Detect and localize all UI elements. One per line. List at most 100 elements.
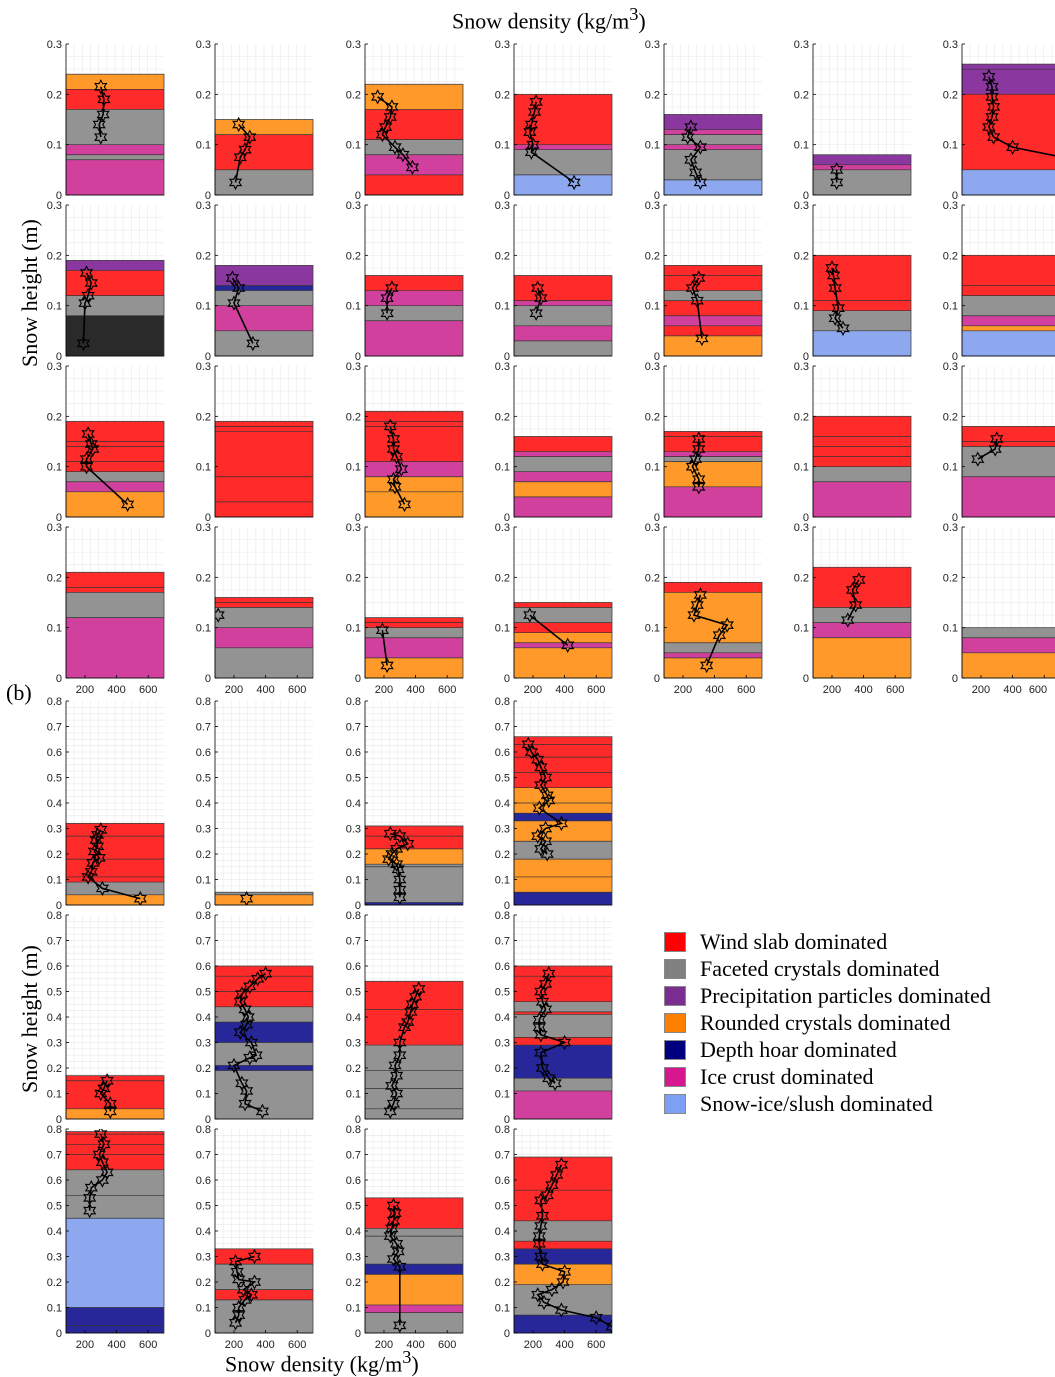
density-profile <box>375 622 394 674</box>
density-point <box>255 1103 270 1119</box>
y-tick-label: 0 <box>355 900 361 912</box>
y-tick-label: 0.8 <box>47 1124 62 1136</box>
density-point <box>1005 139 1020 155</box>
snow-layer <box>215 647 313 678</box>
profile-panel: 0 0.1 0.2 0.3 0.4 0.5 0.6 0.7 0.8 <box>346 696 464 912</box>
y-tick-label: 0.2 <box>495 89 510 101</box>
snow-layer <box>514 471 612 482</box>
snow-layer <box>514 1157 612 1221</box>
y-tick-label: 0.7 <box>346 1150 361 1162</box>
density-point <box>712 627 727 643</box>
snow-layer <box>664 315 762 326</box>
density-point <box>247 1274 262 1290</box>
y-tick-label: 0.2 <box>943 572 958 584</box>
density-point <box>532 1019 546 1035</box>
y-tick-label: 0.1 <box>943 301 958 313</box>
density-point <box>524 744 539 760</box>
y-tick-label: 0.6 <box>495 961 510 973</box>
density-point <box>389 1236 404 1252</box>
x-tick-label: 200 <box>674 684 692 696</box>
profile-panel: 0 0.1 0.2 0.3 200 400 600 <box>47 522 165 696</box>
x-tick-label: 200 <box>76 1339 94 1351</box>
legend-item: Ice crust dominated <box>664 1063 991 1090</box>
density-point <box>841 612 855 628</box>
y-tick-label: 0.2 <box>346 849 361 861</box>
density-point <box>389 1085 404 1102</box>
y-tick-label: 0 <box>654 190 660 202</box>
y-tick-label: 0.2 <box>645 411 660 423</box>
x-tick-label: 600 <box>438 1339 456 1351</box>
y-tick-label: 0 <box>56 673 62 685</box>
snow-layer <box>664 642 762 653</box>
density-profile <box>982 69 1055 157</box>
density-point <box>228 174 243 191</box>
snow-layer <box>365 657 463 678</box>
density-point <box>380 290 394 306</box>
y-tick-label: 0.1 <box>47 301 62 313</box>
snow-layer <box>514 496 612 517</box>
snow-layer <box>664 149 762 180</box>
y-tick-label: 0.6 <box>196 1175 211 1187</box>
snow-layer <box>813 637 911 678</box>
profile-panel: 0 0.1 0.2 0.3 200 400 600 <box>495 522 613 696</box>
snow-layer <box>813 169 911 195</box>
snow-layer <box>215 1248 313 1265</box>
density-point <box>370 89 385 105</box>
snow-layer <box>365 637 463 658</box>
y-tick-label: 0.3 <box>346 39 361 51</box>
y-tick-label: 0.1 <box>346 1303 361 1315</box>
y-tick-label: 0 <box>504 512 510 524</box>
y-tick-label: 0.3 <box>346 1252 361 1264</box>
density-point <box>720 617 734 633</box>
snow-layer <box>514 602 612 608</box>
density-profile <box>531 1157 612 1333</box>
density-point <box>238 1096 252 1112</box>
y-tick-label: 0.8 <box>196 1124 211 1136</box>
density-point <box>524 116 539 133</box>
y-tick-label: 0.5 <box>47 773 62 785</box>
y-tick-label: 0.2 <box>47 1063 62 1075</box>
density-point <box>375 126 390 143</box>
y-tick-label: 0.1 <box>943 140 958 152</box>
density-point <box>825 260 839 276</box>
snow-layer <box>962 64 1055 95</box>
y-tick-label: 0 <box>205 190 211 202</box>
density-point <box>244 1034 259 1051</box>
y-tick-label: 0.2 <box>47 411 62 423</box>
density-point <box>971 451 985 467</box>
snow-layer <box>215 134 313 170</box>
density-point <box>836 320 850 336</box>
density-point <box>388 1205 402 1221</box>
y-tick-label: 0.1 <box>943 462 958 474</box>
y-tick-label: 0 <box>952 351 958 363</box>
y-tick-label: 0 <box>355 673 361 685</box>
density-profile <box>687 587 734 674</box>
y-tick-label: 0.2 <box>47 250 62 262</box>
y-tick-label: 0.4 <box>196 1012 211 1024</box>
y-tick-label: 0 <box>504 1328 510 1340</box>
snow-layer <box>962 295 1055 316</box>
density-point <box>830 174 844 191</box>
density-point <box>524 144 539 160</box>
x-tick-label: 400 <box>1003 684 1021 696</box>
y-tick-label: 0.1 <box>47 875 62 887</box>
profile-panel: 0 0.1 0.2 0.3 0.4 0.5 0.6 0.7 0.8 <box>346 910 464 1126</box>
snow-layer <box>664 657 762 678</box>
density-point <box>380 305 394 321</box>
profile-panel: 0 0.1 0.2 0.3 <box>196 39 314 202</box>
y-tick-label: 0.1 <box>645 140 660 152</box>
snow-layer <box>813 481 911 517</box>
profile-panel: 0 0.1 0.2 0.3 <box>794 361 912 524</box>
profile-panel: 0 0.1 0.2 0.3 <box>495 361 613 524</box>
snow-layer <box>365 1274 463 1305</box>
snow-layer <box>664 461 762 487</box>
snow-layer <box>813 607 911 623</box>
density-profile <box>228 116 257 191</box>
y-tick-label: 0.5 <box>47 987 62 999</box>
density-point <box>87 843 102 860</box>
y-tick-label: 0.3 <box>47 361 62 373</box>
density-point <box>393 1317 407 1333</box>
snow-layer <box>66 882 164 895</box>
snow-layer <box>365 461 463 477</box>
y-tick-label: 0 <box>56 351 62 363</box>
